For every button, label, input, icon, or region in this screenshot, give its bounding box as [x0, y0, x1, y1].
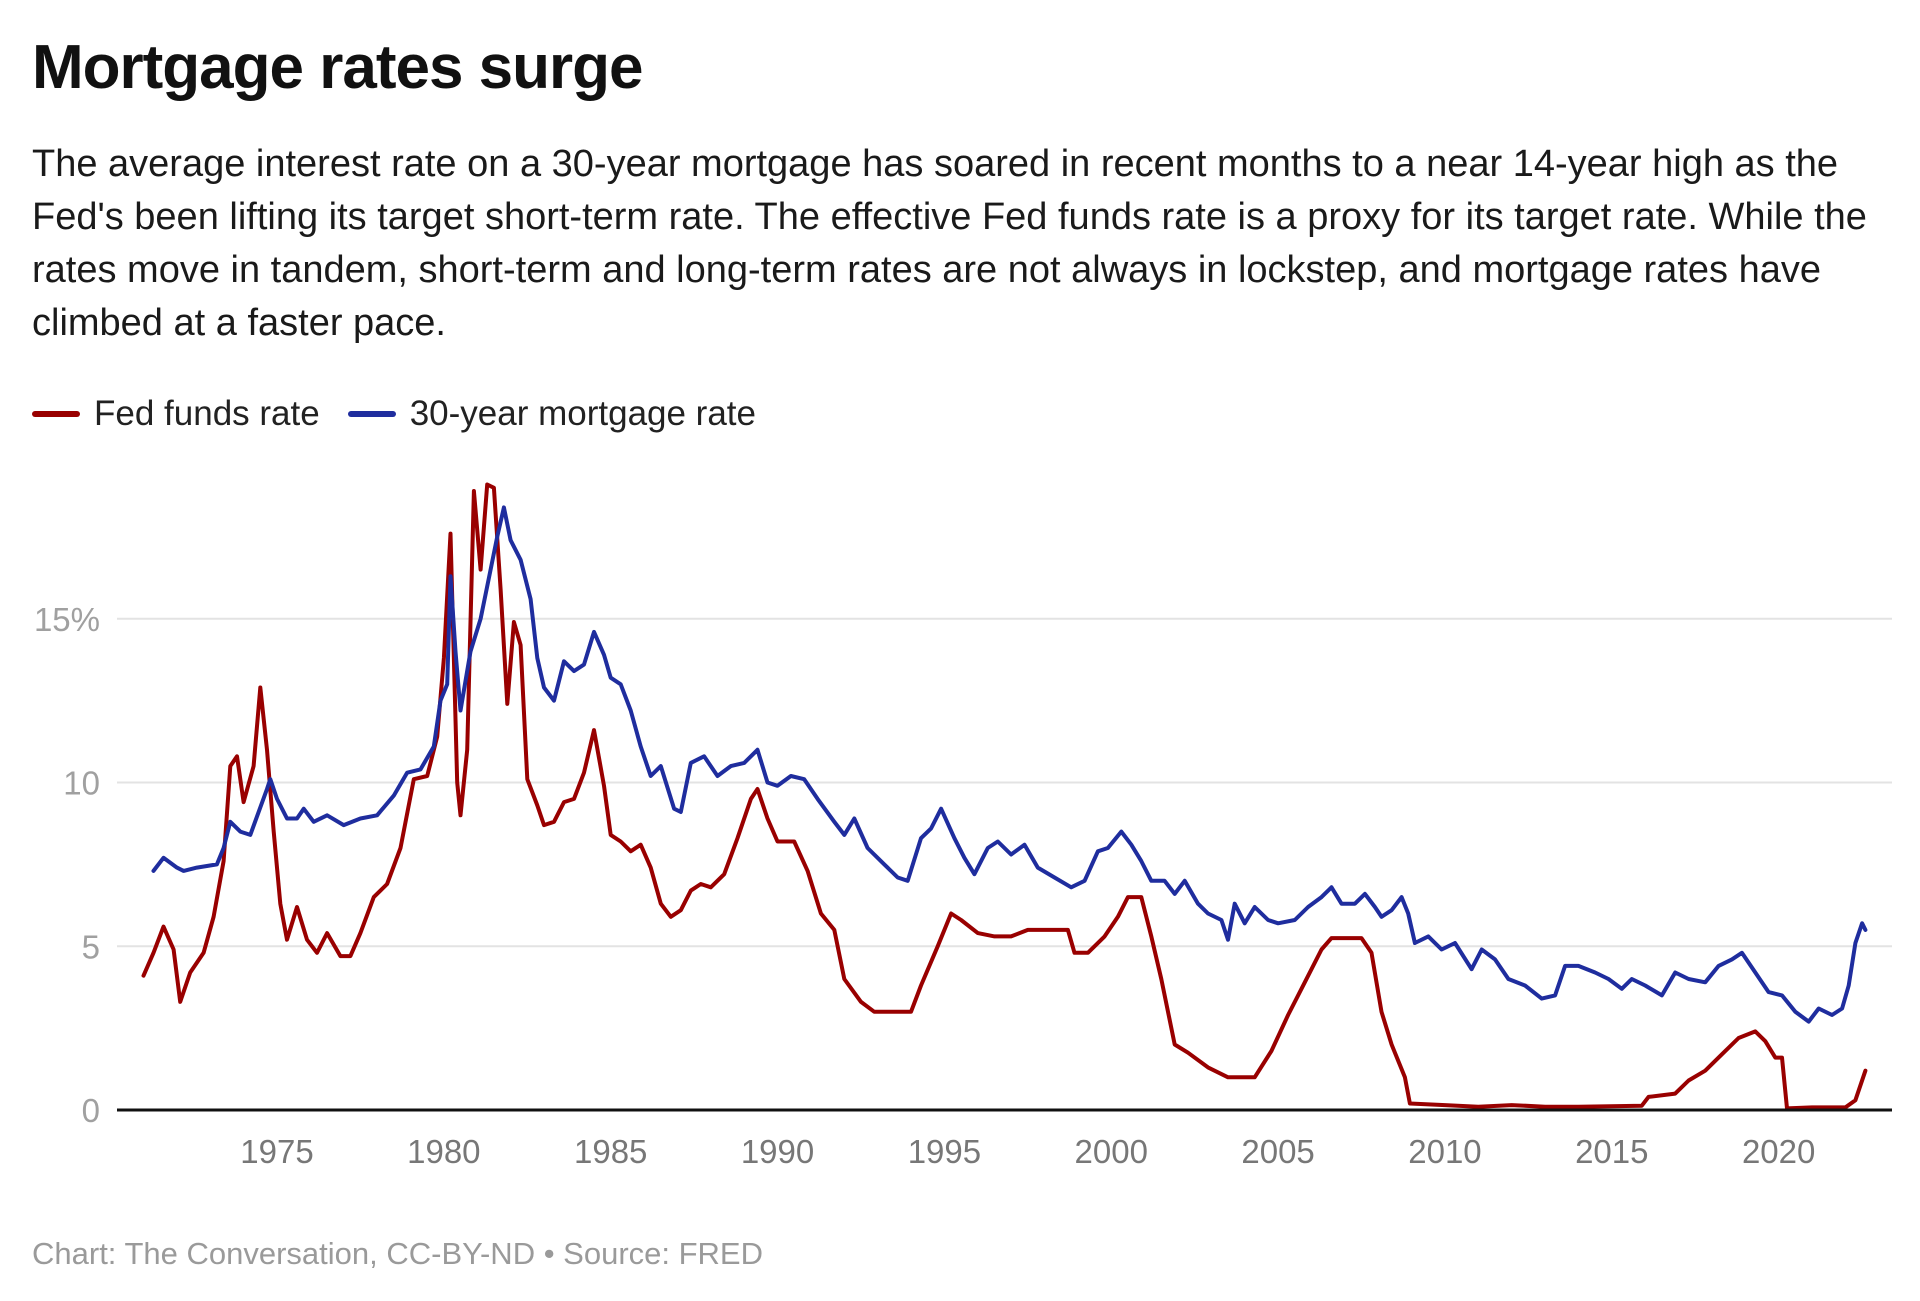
series-line-fed-funds-rate — [141, 482, 1868, 1111]
x-tick-label: 2020 — [1742, 1133, 1815, 1170]
legend-swatch-mortgage — [347, 411, 396, 417]
x-tick-label: 1995 — [908, 1133, 981, 1170]
x-tick-label: 1980 — [407, 1133, 480, 1170]
legend-item-mortgage: 30-year mortgage rate — [347, 394, 756, 434]
series-line-30-year-mortgage-rate — [151, 505, 1868, 1024]
legend-label-fed-funds: Fed funds rate — [94, 394, 320, 433]
x-tick-label: 2000 — [1075, 1133, 1148, 1170]
chart-credit: Chart: The Conversation, CC-BY-ND • Sour… — [32, 1236, 763, 1271]
legend: Fed funds rate 30-year mortgage rate — [32, 394, 784, 434]
x-tick-label: 1985 — [574, 1133, 647, 1170]
chart-title: Mortgage rates surge — [32, 33, 644, 102]
x-tick-label: 1975 — [240, 1133, 313, 1170]
x-tick-label: 2015 — [1575, 1133, 1648, 1170]
y-tick-label: 0 — [82, 1092, 100, 1129]
legend-item-fed-funds: Fed funds rate — [32, 394, 320, 434]
x-tick-label: 2010 — [1408, 1133, 1481, 1170]
legend-swatch-fed-funds — [32, 411, 80, 417]
y-tick-label: 5 — [82, 928, 100, 965]
y-tick-label: 10 — [63, 765, 100, 802]
y-tick-label: 15% — [34, 601, 100, 638]
x-tick-label: 2005 — [1241, 1133, 1314, 1170]
chart-subtitle: The average interest rate on a 30-year m… — [32, 143, 1867, 344]
legend-label-mortgage: 30-year mortgage rate — [409, 394, 756, 433]
x-tick-label: 1990 — [741, 1133, 814, 1170]
